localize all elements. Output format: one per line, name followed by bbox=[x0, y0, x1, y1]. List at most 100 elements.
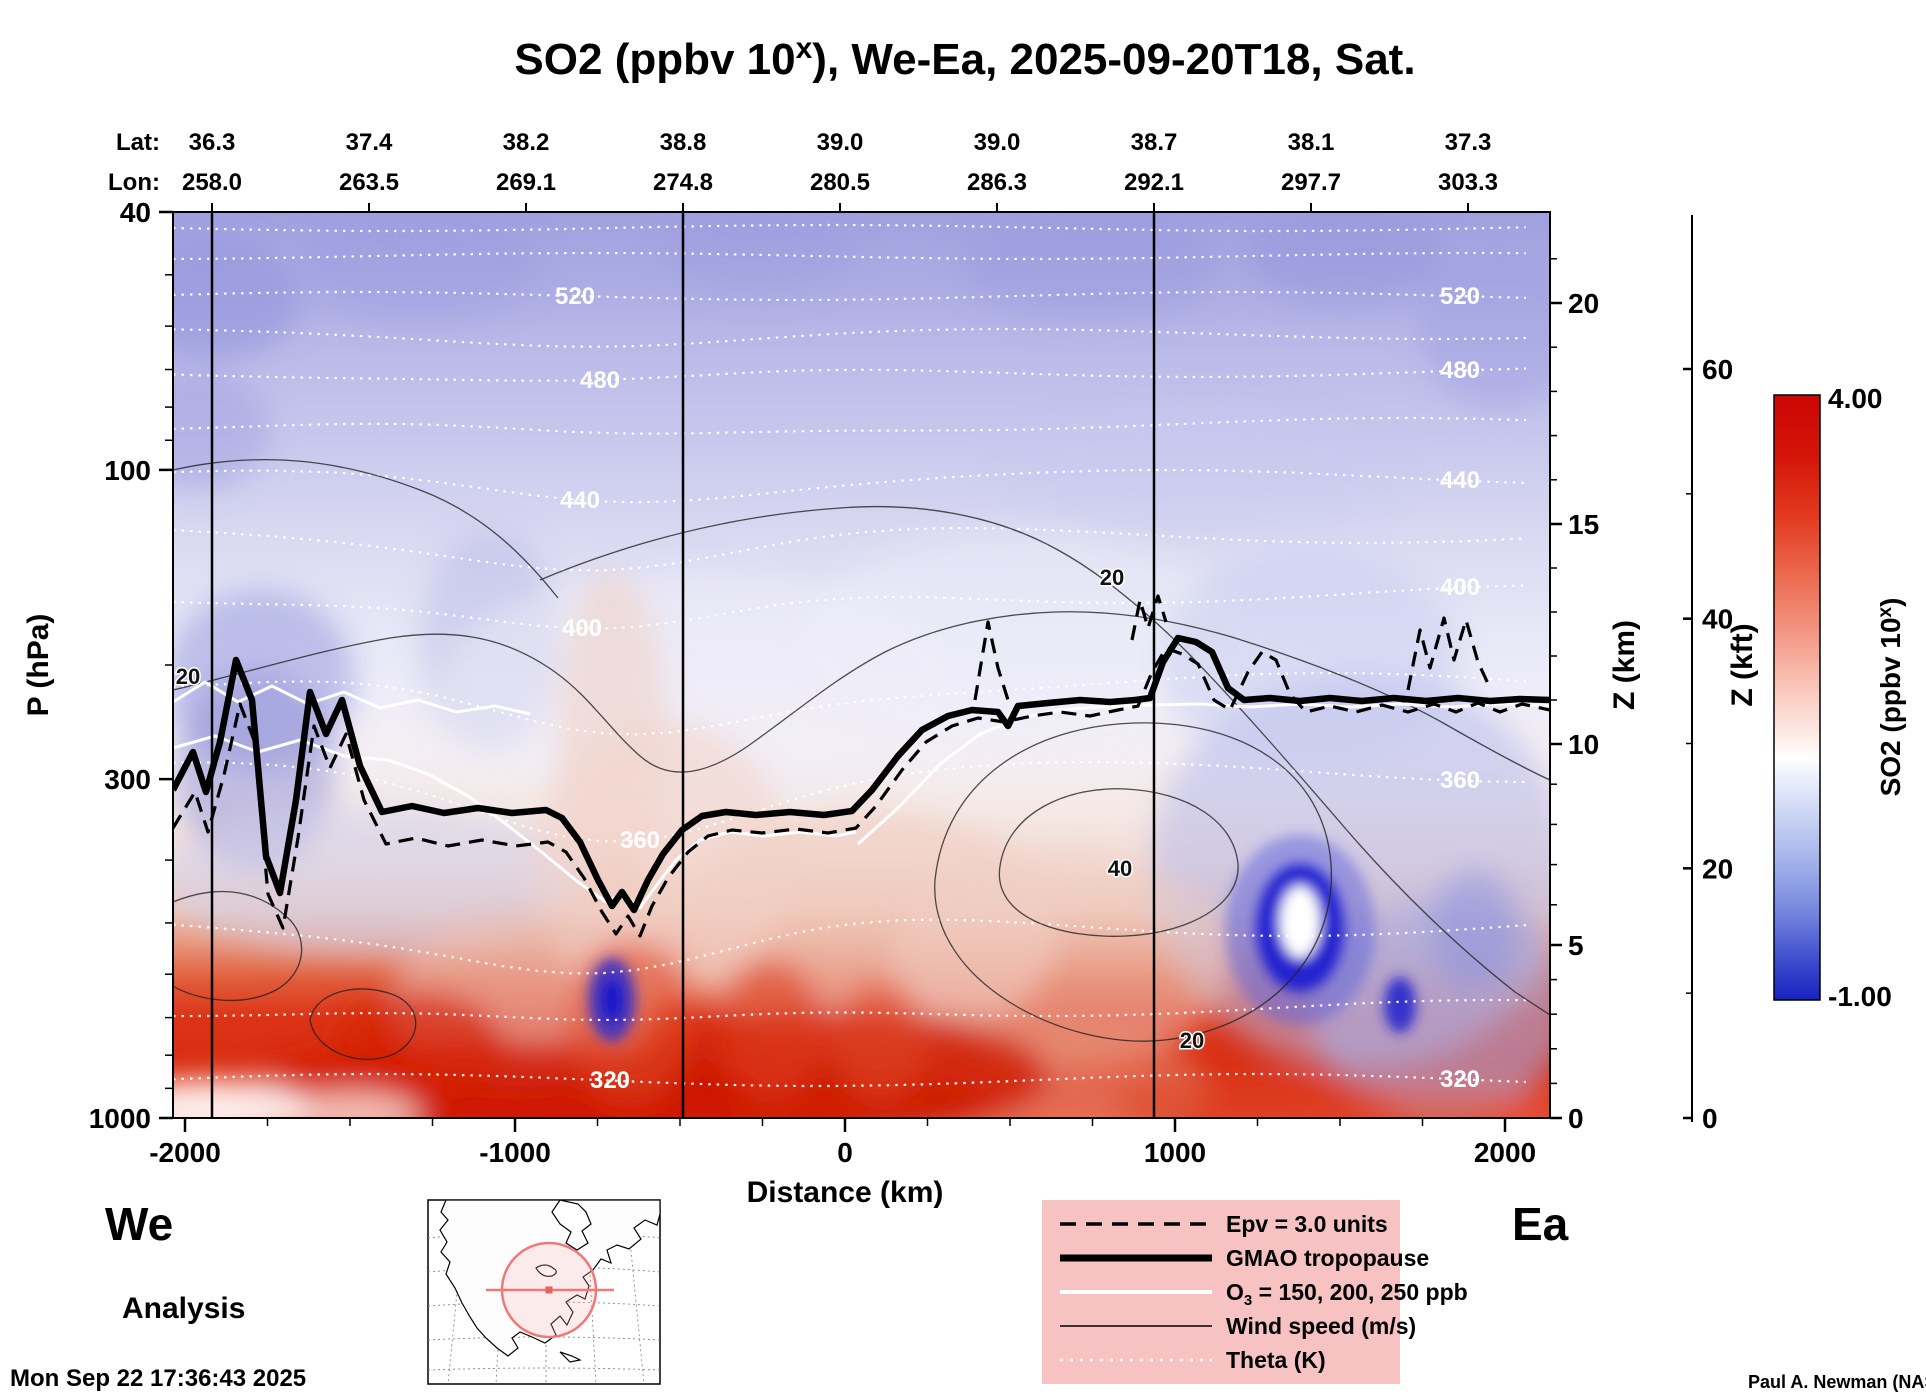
theta-label: 400 bbox=[1440, 574, 1480, 601]
east-end-label: Ea bbox=[1512, 1198, 1569, 1250]
legend: Epv = 3.0 units GMAO tropopause O3 = 150… bbox=[1042, 1200, 1468, 1384]
lon-value: 274.8 bbox=[653, 169, 713, 196]
z-kft-axis-title: Z (kft) bbox=[1726, 623, 1759, 706]
plot-timestamp: Mon Sep 22 17:36:43 2025 bbox=[10, 1365, 306, 1392]
lat-value: 38.1 bbox=[1288, 129, 1335, 156]
colorbar-title-suffix: ) bbox=[1875, 598, 1906, 607]
theta-label: 320 bbox=[1440, 1066, 1480, 1093]
theta-contour-line bbox=[173, 526, 1527, 572]
distance-axis-title: Distance (km) bbox=[747, 1176, 944, 1209]
z-kft-tick-label: 0 bbox=[1702, 1103, 1718, 1134]
z-km-axis-title: Z (km) bbox=[1608, 620, 1641, 710]
distance-tick-label: -1000 bbox=[479, 1137, 551, 1168]
map-inset bbox=[427, 1199, 661, 1385]
colorbar-title: SO2 (ppbv 10x) bbox=[1875, 598, 1906, 797]
z-km-tick-label: 0 bbox=[1568, 1103, 1584, 1134]
lat-value: 38.8 bbox=[660, 129, 707, 156]
credit-text: Paul A. Newman (NASA bbox=[1748, 1372, 1926, 1392]
colorbar-gradient bbox=[1773, 394, 1821, 1001]
lon-value: 292.1 bbox=[1124, 169, 1184, 196]
lon-value: 269.1 bbox=[496, 169, 556, 196]
z-km-tick-label: 20 bbox=[1568, 288, 1599, 319]
so2-field: 520 480 440 400 360 320 520 480 440 400 … bbox=[173, 212, 1550, 1118]
waypoint-lines bbox=[210, 212, 1156, 1118]
wind-label: 40 bbox=[1108, 856, 1132, 881]
map-transect-marker bbox=[486, 1241, 614, 1339]
lon-value: 263.5 bbox=[339, 169, 399, 196]
lon-value: 258.0 bbox=[182, 169, 242, 196]
legend-ozone-suffix: = 150, 200, 250 ppb bbox=[1252, 1279, 1467, 1305]
legend-ozone-label: O3 = 150, 200, 250 ppb bbox=[1226, 1279, 1468, 1309]
z-km-tick-label: 10 bbox=[1568, 729, 1599, 760]
title-prefix: SO2 (ppbv 10 bbox=[514, 35, 795, 84]
theta-contours bbox=[173, 223, 1527, 1088]
theta-label: 520 bbox=[555, 283, 595, 310]
so2-field-blobs bbox=[173, 212, 1550, 1118]
pressure-tick-label: 40 bbox=[120, 197, 151, 228]
page-title: SO2 (ppbv 10x), We-Ea, 2025-09-20T18, Sa… bbox=[514, 32, 1415, 84]
theta-label: 400 bbox=[562, 615, 602, 642]
lon-value: 297.7 bbox=[1281, 169, 1341, 196]
theta-label: 440 bbox=[560, 487, 600, 514]
theta-label: 360 bbox=[1440, 767, 1480, 794]
lon-row-label: Lon: bbox=[108, 169, 160, 196]
legend-epv-label: Epv = 3.0 units bbox=[1226, 1211, 1388, 1237]
analysis-label: Analysis bbox=[122, 1292, 245, 1325]
theta-label: 480 bbox=[1440, 357, 1480, 384]
distance-tick-label: 0 bbox=[837, 1137, 853, 1168]
theta-contour-labels: 520 480 440 400 360 320 520 480 440 400 … bbox=[555, 283, 1480, 1094]
pressure-tick-label: 100 bbox=[104, 455, 151, 486]
lat-value: 36.3 bbox=[189, 129, 236, 156]
wind-label: 20 bbox=[1180, 1028, 1204, 1053]
wind-label: 20 bbox=[176, 664, 200, 689]
west-end-label: We bbox=[105, 1198, 173, 1250]
colorbar: 4.00 -1.00 SO2 (ppbv 10x) bbox=[1773, 383, 1906, 1012]
colorbar-min-value: -1.00 bbox=[1828, 981, 1892, 1012]
wind-label: 20 bbox=[1100, 565, 1124, 590]
theta-label: 320 bbox=[590, 1067, 630, 1094]
gmao-tropopause-line bbox=[173, 634, 1550, 914]
colorbar-title-superscript: x bbox=[1875, 606, 1896, 617]
z-kft-tick-label: 60 bbox=[1702, 354, 1733, 385]
legend-ozone-prefix: O bbox=[1226, 1279, 1244, 1305]
lat-value: 39.0 bbox=[817, 129, 864, 156]
pressure-tick-label: 1000 bbox=[89, 1103, 151, 1134]
legend-wind-label: Wind speed (m/s) bbox=[1226, 1313, 1416, 1339]
theta-label: 520 bbox=[1440, 283, 1480, 310]
theta-label: 360 bbox=[620, 827, 660, 854]
map-landmass bbox=[439, 1200, 660, 1363]
lat-value: 38.2 bbox=[503, 129, 550, 156]
theta-label: 440 bbox=[1440, 467, 1480, 494]
z-km-tick-label: 5 bbox=[1568, 930, 1584, 961]
z-kft-tick-label: 20 bbox=[1702, 853, 1733, 884]
transect-lat-lon-values: 36.3 258.0 37.4 263.5 38.2 269.1 38.8 274.8 39.0… bbox=[182, 129, 1498, 196]
distance-tick-label: -2000 bbox=[149, 1137, 221, 1168]
pressure-axis-title: P (hPa) bbox=[22, 614, 55, 717]
legend-theta-label: Theta (K) bbox=[1226, 1347, 1326, 1373]
colorbar-max-value: 4.00 bbox=[1828, 383, 1883, 414]
legend-tropopause-label: GMAO tropopause bbox=[1226, 1245, 1429, 1271]
epv-contour bbox=[173, 594, 1550, 938]
z-km-tick-label: 15 bbox=[1568, 509, 1599, 540]
lon-value: 286.3 bbox=[967, 169, 1027, 196]
theta-contour-line bbox=[173, 584, 1527, 630]
wind-speed-contours bbox=[173, 458, 1550, 1060]
title-suffix: ), We-Ea, 2025-09-20T18, Sat. bbox=[812, 35, 1415, 84]
theta-contour-line bbox=[173, 468, 1527, 504]
wind-contour-labels: 20 20 40 20 bbox=[174, 564, 1205, 1055]
axis-ticks bbox=[159, 203, 1692, 1132]
lon-value: 303.3 bbox=[1438, 169, 1498, 196]
lat-value: 37.4 bbox=[346, 129, 393, 156]
theta-label: 480 bbox=[580, 367, 620, 394]
title-superscript: x bbox=[796, 32, 813, 65]
lon-value: 280.5 bbox=[810, 169, 870, 196]
z-kft-tick-label: 40 bbox=[1702, 604, 1733, 635]
distance-tick-label: 1000 bbox=[1144, 1137, 1206, 1168]
colorbar-title-prefix: SO2 (ppbv 10 bbox=[1875, 617, 1906, 796]
lat-row-label: Lat: bbox=[116, 129, 160, 156]
lat-value: 37.3 bbox=[1445, 129, 1492, 156]
lat-value: 38.7 bbox=[1131, 129, 1178, 156]
